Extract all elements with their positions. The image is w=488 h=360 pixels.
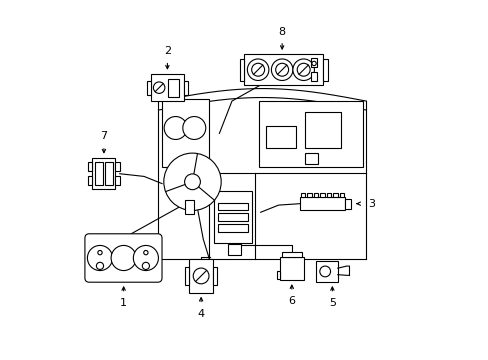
Circle shape bbox=[111, 246, 136, 271]
Circle shape bbox=[271, 59, 292, 81]
Circle shape bbox=[153, 82, 164, 93]
Text: 1: 1 bbox=[120, 298, 127, 309]
Bar bbox=[228, 244, 241, 255]
Bar bbox=[213, 267, 217, 285]
Bar bbox=[320, 193, 324, 197]
Circle shape bbox=[193, 268, 208, 284]
Bar bbox=[239, 59, 244, 81]
Bar bbox=[323, 59, 327, 81]
Circle shape bbox=[292, 59, 314, 81]
Circle shape bbox=[164, 117, 187, 139]
Circle shape bbox=[319, 266, 330, 277]
Circle shape bbox=[87, 246, 112, 271]
Bar bbox=[326, 193, 330, 197]
Circle shape bbox=[247, 59, 268, 81]
Bar bbox=[217, 213, 247, 221]
Bar bbox=[310, 72, 317, 81]
Text: 7: 7 bbox=[100, 131, 107, 141]
Bar bbox=[147, 81, 151, 95]
Bar bbox=[162, 99, 208, 167]
Bar bbox=[305, 112, 341, 148]
Circle shape bbox=[163, 153, 221, 211]
Bar bbox=[88, 162, 92, 171]
Text: 6: 6 bbox=[288, 296, 295, 306]
Bar bbox=[300, 193, 305, 197]
Bar bbox=[115, 176, 120, 185]
Bar bbox=[88, 176, 92, 185]
Bar bbox=[282, 252, 301, 257]
Bar bbox=[104, 162, 112, 185]
Bar bbox=[214, 191, 251, 243]
Bar bbox=[115, 162, 120, 171]
Circle shape bbox=[98, 251, 102, 255]
Bar bbox=[333, 193, 337, 197]
Bar bbox=[217, 224, 247, 232]
Bar bbox=[217, 203, 247, 211]
Circle shape bbox=[311, 61, 316, 66]
Circle shape bbox=[96, 262, 103, 270]
Circle shape bbox=[133, 246, 158, 271]
Bar bbox=[339, 193, 344, 197]
Text: 3: 3 bbox=[367, 199, 374, 209]
Bar bbox=[305, 153, 317, 164]
Bar bbox=[306, 193, 311, 197]
Bar bbox=[244, 54, 323, 85]
Bar bbox=[310, 58, 317, 67]
Circle shape bbox=[184, 174, 200, 190]
Bar bbox=[185, 267, 188, 285]
Text: 5: 5 bbox=[328, 298, 335, 308]
Bar bbox=[188, 259, 213, 293]
Text: 4: 4 bbox=[197, 309, 204, 319]
Bar bbox=[92, 158, 115, 189]
Bar bbox=[316, 261, 337, 282]
Circle shape bbox=[142, 262, 149, 270]
Bar bbox=[265, 126, 296, 148]
Bar bbox=[280, 257, 303, 280]
Circle shape bbox=[251, 63, 264, 76]
Bar bbox=[185, 200, 194, 214]
Bar bbox=[344, 199, 351, 209]
Circle shape bbox=[297, 63, 309, 76]
Circle shape bbox=[143, 251, 148, 255]
FancyBboxPatch shape bbox=[85, 234, 162, 282]
Bar bbox=[151, 74, 183, 101]
Bar bbox=[258, 101, 362, 167]
Bar bbox=[300, 197, 344, 211]
Circle shape bbox=[275, 63, 288, 76]
Bar bbox=[183, 81, 187, 95]
Bar bbox=[95, 162, 102, 185]
Bar bbox=[168, 79, 178, 97]
Bar bbox=[277, 271, 280, 279]
Text: 2: 2 bbox=[163, 46, 171, 56]
Circle shape bbox=[183, 117, 205, 139]
Text: 8: 8 bbox=[278, 27, 285, 37]
Bar bbox=[313, 193, 318, 197]
